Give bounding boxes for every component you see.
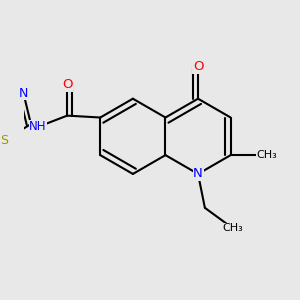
Text: N: N	[193, 167, 203, 180]
Text: CH₃: CH₃	[256, 150, 277, 160]
Text: N: N	[19, 87, 28, 100]
Text: O: O	[62, 78, 72, 91]
Text: CH₃: CH₃	[223, 224, 244, 233]
Text: O: O	[193, 60, 203, 73]
Text: NH: NH	[29, 120, 46, 134]
Text: S: S	[0, 134, 8, 147]
